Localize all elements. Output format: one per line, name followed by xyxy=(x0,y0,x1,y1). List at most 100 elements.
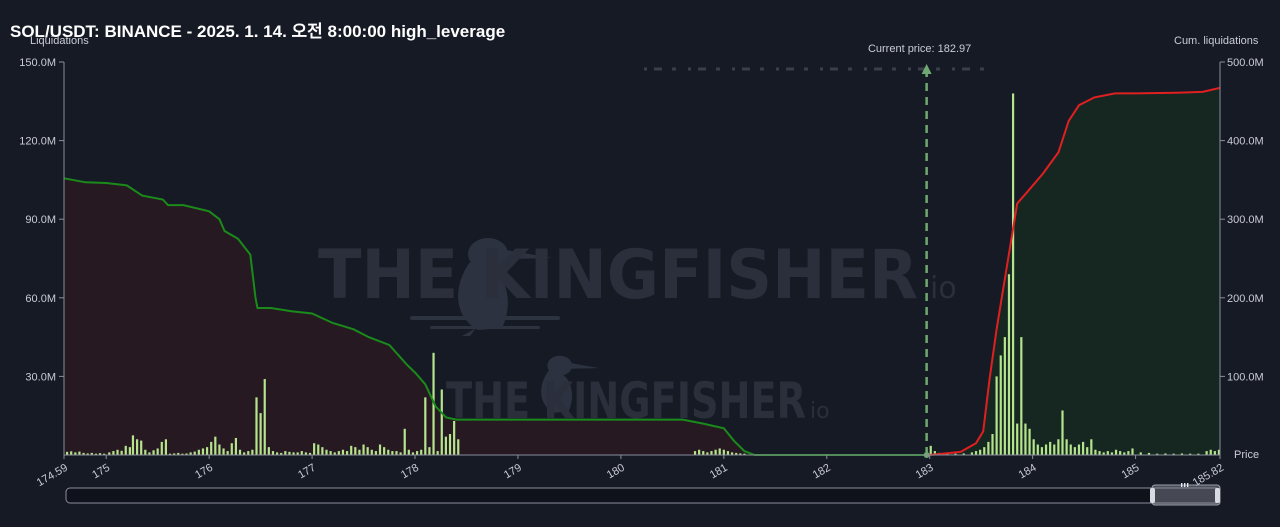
right-axis-title: Cum. liquidations xyxy=(1174,35,1259,47)
liquidation-bar xyxy=(1102,452,1105,455)
liquidation-bar xyxy=(378,444,382,455)
liquidation-bar xyxy=(383,447,386,455)
long-cumulative-fill xyxy=(929,87,1220,456)
current-price-label: Current price: 182.97 xyxy=(868,43,971,55)
liquidation-bar xyxy=(726,451,730,455)
liquidation-bar xyxy=(457,439,460,455)
range-scrollbar[interactable] xyxy=(65,483,1221,506)
liquidation-bar xyxy=(329,451,332,455)
liquidation-bar xyxy=(1036,444,1039,455)
liquidation-bar xyxy=(185,453,188,455)
liquidation-bar xyxy=(1077,444,1081,455)
liquidation-bar xyxy=(1032,439,1035,455)
liquidation-bar xyxy=(370,449,373,455)
liquidation-bar xyxy=(214,436,217,455)
liquidation-bar xyxy=(1123,452,1126,455)
liquidation-bar xyxy=(403,428,406,455)
chart-title: SOL/USDT: BINANCE - 2025. 1. 14. 오전 8:00… xyxy=(10,22,506,41)
liquidation-bar xyxy=(1061,410,1064,455)
liquidation-bar xyxy=(706,452,709,455)
kingfisher-logo-small-icon xyxy=(541,355,600,413)
liquidation-bar xyxy=(218,444,221,455)
liquidation-bar xyxy=(374,451,377,455)
liquidation-bar xyxy=(453,420,456,455)
liquidation-bar xyxy=(70,451,73,455)
liquidation-bar xyxy=(74,452,77,455)
liquidation-bar xyxy=(991,434,994,455)
liquidation-bar xyxy=(1094,449,1097,455)
liquidation-bar xyxy=(395,451,398,455)
left-tick-label: 120.0M xyxy=(19,136,56,148)
liquidation-bar xyxy=(325,449,328,455)
liquidation-bar xyxy=(304,452,308,455)
scrollbar-left-handle[interactable] xyxy=(1150,488,1155,503)
liquidation-bar xyxy=(120,450,123,455)
liquidation-bar xyxy=(255,397,258,455)
liquidation-bar xyxy=(112,451,115,455)
liquidation-bar xyxy=(160,441,163,455)
liquidation-bar xyxy=(1156,453,1159,455)
liquidation-bar xyxy=(407,449,410,455)
liquidation-bar xyxy=(974,451,978,455)
liquidation-bar xyxy=(350,445,353,455)
watermark-suffix-secondary: io xyxy=(810,399,830,424)
liquidation-bar xyxy=(1110,452,1114,455)
liquidation-bar xyxy=(1086,447,1089,455)
current-price-marker: Current price: 182.97 xyxy=(868,43,971,458)
liquidation-bar xyxy=(222,448,225,455)
right-tick-label: 200.0M xyxy=(1227,293,1264,305)
left-tick-label: 150.0M xyxy=(19,57,56,69)
liquidation-bar xyxy=(271,451,275,455)
liquidation-bar xyxy=(387,449,390,455)
liquidation-bar xyxy=(362,444,365,455)
liquidation-bar xyxy=(424,397,427,455)
liquidation-bar xyxy=(702,451,705,455)
liquidation-bar xyxy=(444,436,447,455)
watermark-text: THE KINGFISHER xyxy=(318,236,918,315)
liquidation-bar xyxy=(1053,444,1056,455)
liquidation-bar xyxy=(1217,449,1221,455)
scrollbar-thumb[interactable] xyxy=(1151,484,1221,506)
liquidation-bar xyxy=(164,439,168,455)
liquidation-bar xyxy=(962,453,965,455)
liquidation-bar xyxy=(337,451,340,455)
liquidation-bar xyxy=(116,449,119,455)
liquidation-bar xyxy=(284,451,287,455)
liquidation-bar xyxy=(436,451,439,455)
liquidation-bar xyxy=(1114,449,1118,455)
liquidation-bar xyxy=(267,447,270,455)
liquidation-bar xyxy=(1020,337,1023,455)
x-tick-label: 183 xyxy=(914,462,936,482)
liquidation-bar xyxy=(698,449,701,455)
liquidation-bar xyxy=(1164,453,1167,455)
liquidation-bar xyxy=(1011,93,1015,455)
liquidation-bar xyxy=(140,440,143,455)
liquidation-bar xyxy=(243,452,246,455)
liquidation-bar xyxy=(333,452,336,455)
liquidation-bar xyxy=(391,451,394,455)
liquidation-bar xyxy=(1003,337,1006,455)
liquidation-bar xyxy=(1131,448,1134,455)
liquidation-bar xyxy=(1090,439,1093,455)
x-tick-label: 177 xyxy=(296,462,318,482)
liquidation-bar xyxy=(108,452,111,455)
left-axis-title: Liquidations xyxy=(30,35,89,47)
scrollbar-track[interactable] xyxy=(65,487,1221,504)
liquidation-bar xyxy=(1057,439,1060,455)
liquidation-bar xyxy=(1069,444,1072,455)
liquidation-bar xyxy=(929,445,932,455)
liquidation-bar xyxy=(428,447,431,455)
liquidation-bar xyxy=(743,453,746,455)
left-tick-label: 60.0M xyxy=(25,293,56,305)
liquidation-bar xyxy=(177,452,180,455)
liquidation-bar xyxy=(259,413,262,455)
liquidation-bar xyxy=(1073,447,1076,455)
liquidation-bar xyxy=(234,437,238,455)
short-cumulative-line xyxy=(63,177,927,456)
liquidation-bar xyxy=(415,451,419,455)
liquidation-bar xyxy=(1147,452,1151,455)
scrollbar-right-handle[interactable] xyxy=(1215,488,1220,503)
liquidation-bar xyxy=(300,451,303,455)
